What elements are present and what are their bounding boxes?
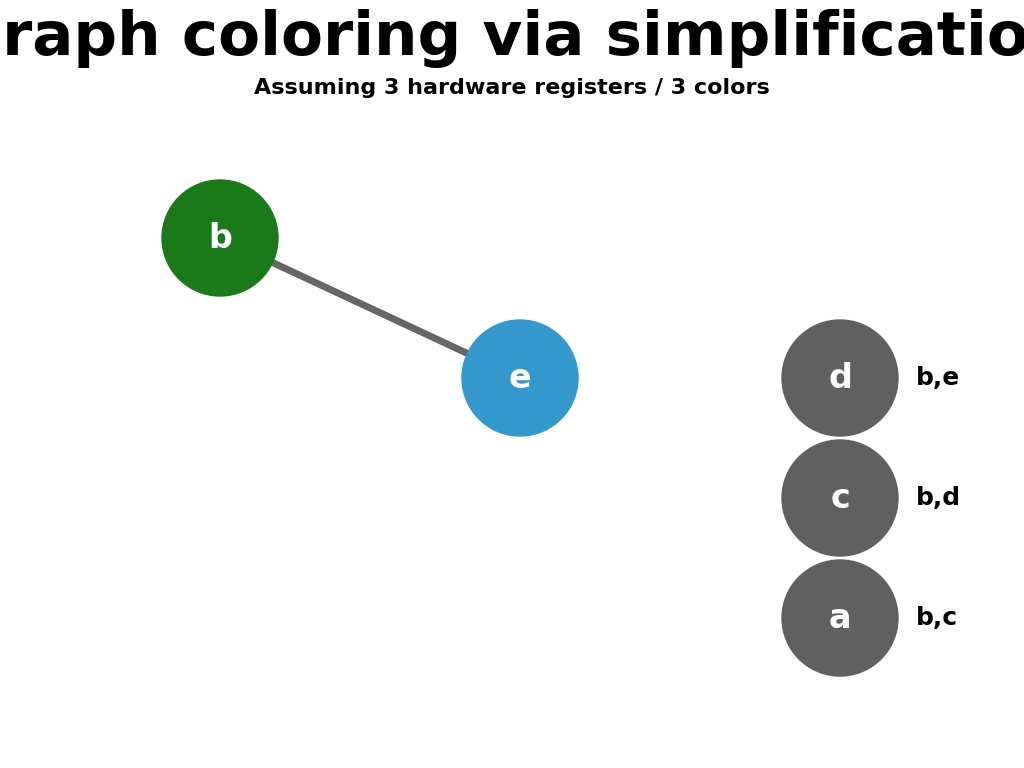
Text: b,d: b,d — [916, 486, 962, 510]
Text: b,c: b,c — [916, 606, 958, 630]
Circle shape — [782, 560, 898, 676]
Text: c: c — [830, 482, 850, 515]
Text: b,e: b,e — [916, 366, 961, 390]
Circle shape — [162, 180, 278, 296]
Text: Graph coloring via simplification: Graph coloring via simplification — [0, 8, 1024, 68]
Text: a: a — [828, 601, 851, 634]
Text: e: e — [509, 362, 531, 395]
Text: d: d — [828, 362, 852, 395]
Text: b: b — [208, 221, 232, 254]
Circle shape — [782, 320, 898, 436]
Circle shape — [782, 440, 898, 556]
Text: Assuming 3 hardware registers / 3 colors: Assuming 3 hardware registers / 3 colors — [254, 78, 770, 98]
Circle shape — [462, 320, 578, 436]
